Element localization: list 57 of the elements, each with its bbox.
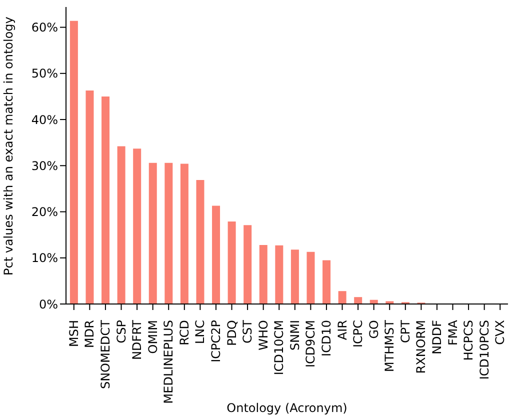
x-tick-label: ICD9CM xyxy=(304,320,318,368)
x-tick-label: ICD10PCS xyxy=(477,320,492,380)
bar xyxy=(338,291,346,304)
x-tick-label: LNC xyxy=(193,320,208,344)
bar xyxy=(133,148,142,304)
bar xyxy=(86,90,94,304)
x-tick-label: FMA xyxy=(446,319,460,346)
y-axis-title: Pct values with an exact match in ontology xyxy=(1,16,16,276)
x-tick-label: MTHMST xyxy=(382,319,397,372)
x-tick-label: PDQ xyxy=(224,320,239,346)
bar xyxy=(275,245,284,304)
x-tick-label: CST xyxy=(240,319,255,344)
x-axis-title: Ontology (Acronym) xyxy=(226,401,348,415)
x-tick-label: AIR xyxy=(335,320,350,340)
x-tick-label: ICPC xyxy=(351,320,366,348)
x-tick-label: GO xyxy=(366,320,381,339)
bar xyxy=(306,252,315,304)
y-tick-label: 20% xyxy=(31,205,58,220)
x-tick-label: CPT xyxy=(398,319,412,343)
x-tick-label: NDFRT xyxy=(130,319,144,360)
x-tick-label: RCD xyxy=(177,320,192,346)
x-tick-label: CSP xyxy=(114,320,128,344)
x-tick-label: MSH xyxy=(66,320,81,347)
bar xyxy=(386,301,394,304)
x-tick-label: ICD10CM xyxy=(272,320,286,376)
y-tick-label: 10% xyxy=(31,251,58,266)
y-tick-label: 40% xyxy=(31,112,58,127)
bar xyxy=(212,206,220,304)
x-tick-label: WHO xyxy=(256,320,270,350)
y-tick-label: 50% xyxy=(31,66,58,81)
bar xyxy=(164,162,173,304)
bar xyxy=(354,297,362,304)
x-tick-label: MDR xyxy=(82,320,97,348)
y-tick-label: 60% xyxy=(31,20,58,35)
bar xyxy=(259,244,268,304)
x-tick-label: RXNORM xyxy=(414,320,428,374)
bar xyxy=(117,146,126,304)
x-tick-label: OMIM xyxy=(146,320,160,354)
bar xyxy=(102,96,110,304)
x-tick-label: ICD10 xyxy=(319,320,334,356)
bar xyxy=(244,225,252,304)
x-tick-label: MEDLINEPLUS xyxy=(162,320,176,404)
bar xyxy=(148,162,157,304)
bar xyxy=(180,164,188,304)
x-tick-label: SNOMEDCT xyxy=(98,319,112,389)
bar xyxy=(322,260,331,304)
bar xyxy=(228,221,236,304)
x-tick-label: HCPCS xyxy=(462,320,476,361)
y-tick-label: 30% xyxy=(31,158,58,173)
x-tick-label: CVX xyxy=(493,320,508,345)
bar xyxy=(70,20,78,304)
x-tick-label: SNMI xyxy=(288,320,302,350)
bar xyxy=(196,180,204,304)
x-tick-label: ICPC2P xyxy=(208,320,223,362)
x-tick-label: NDDF xyxy=(430,320,444,354)
bar xyxy=(290,250,299,304)
y-tick-label: 0% xyxy=(38,297,58,312)
